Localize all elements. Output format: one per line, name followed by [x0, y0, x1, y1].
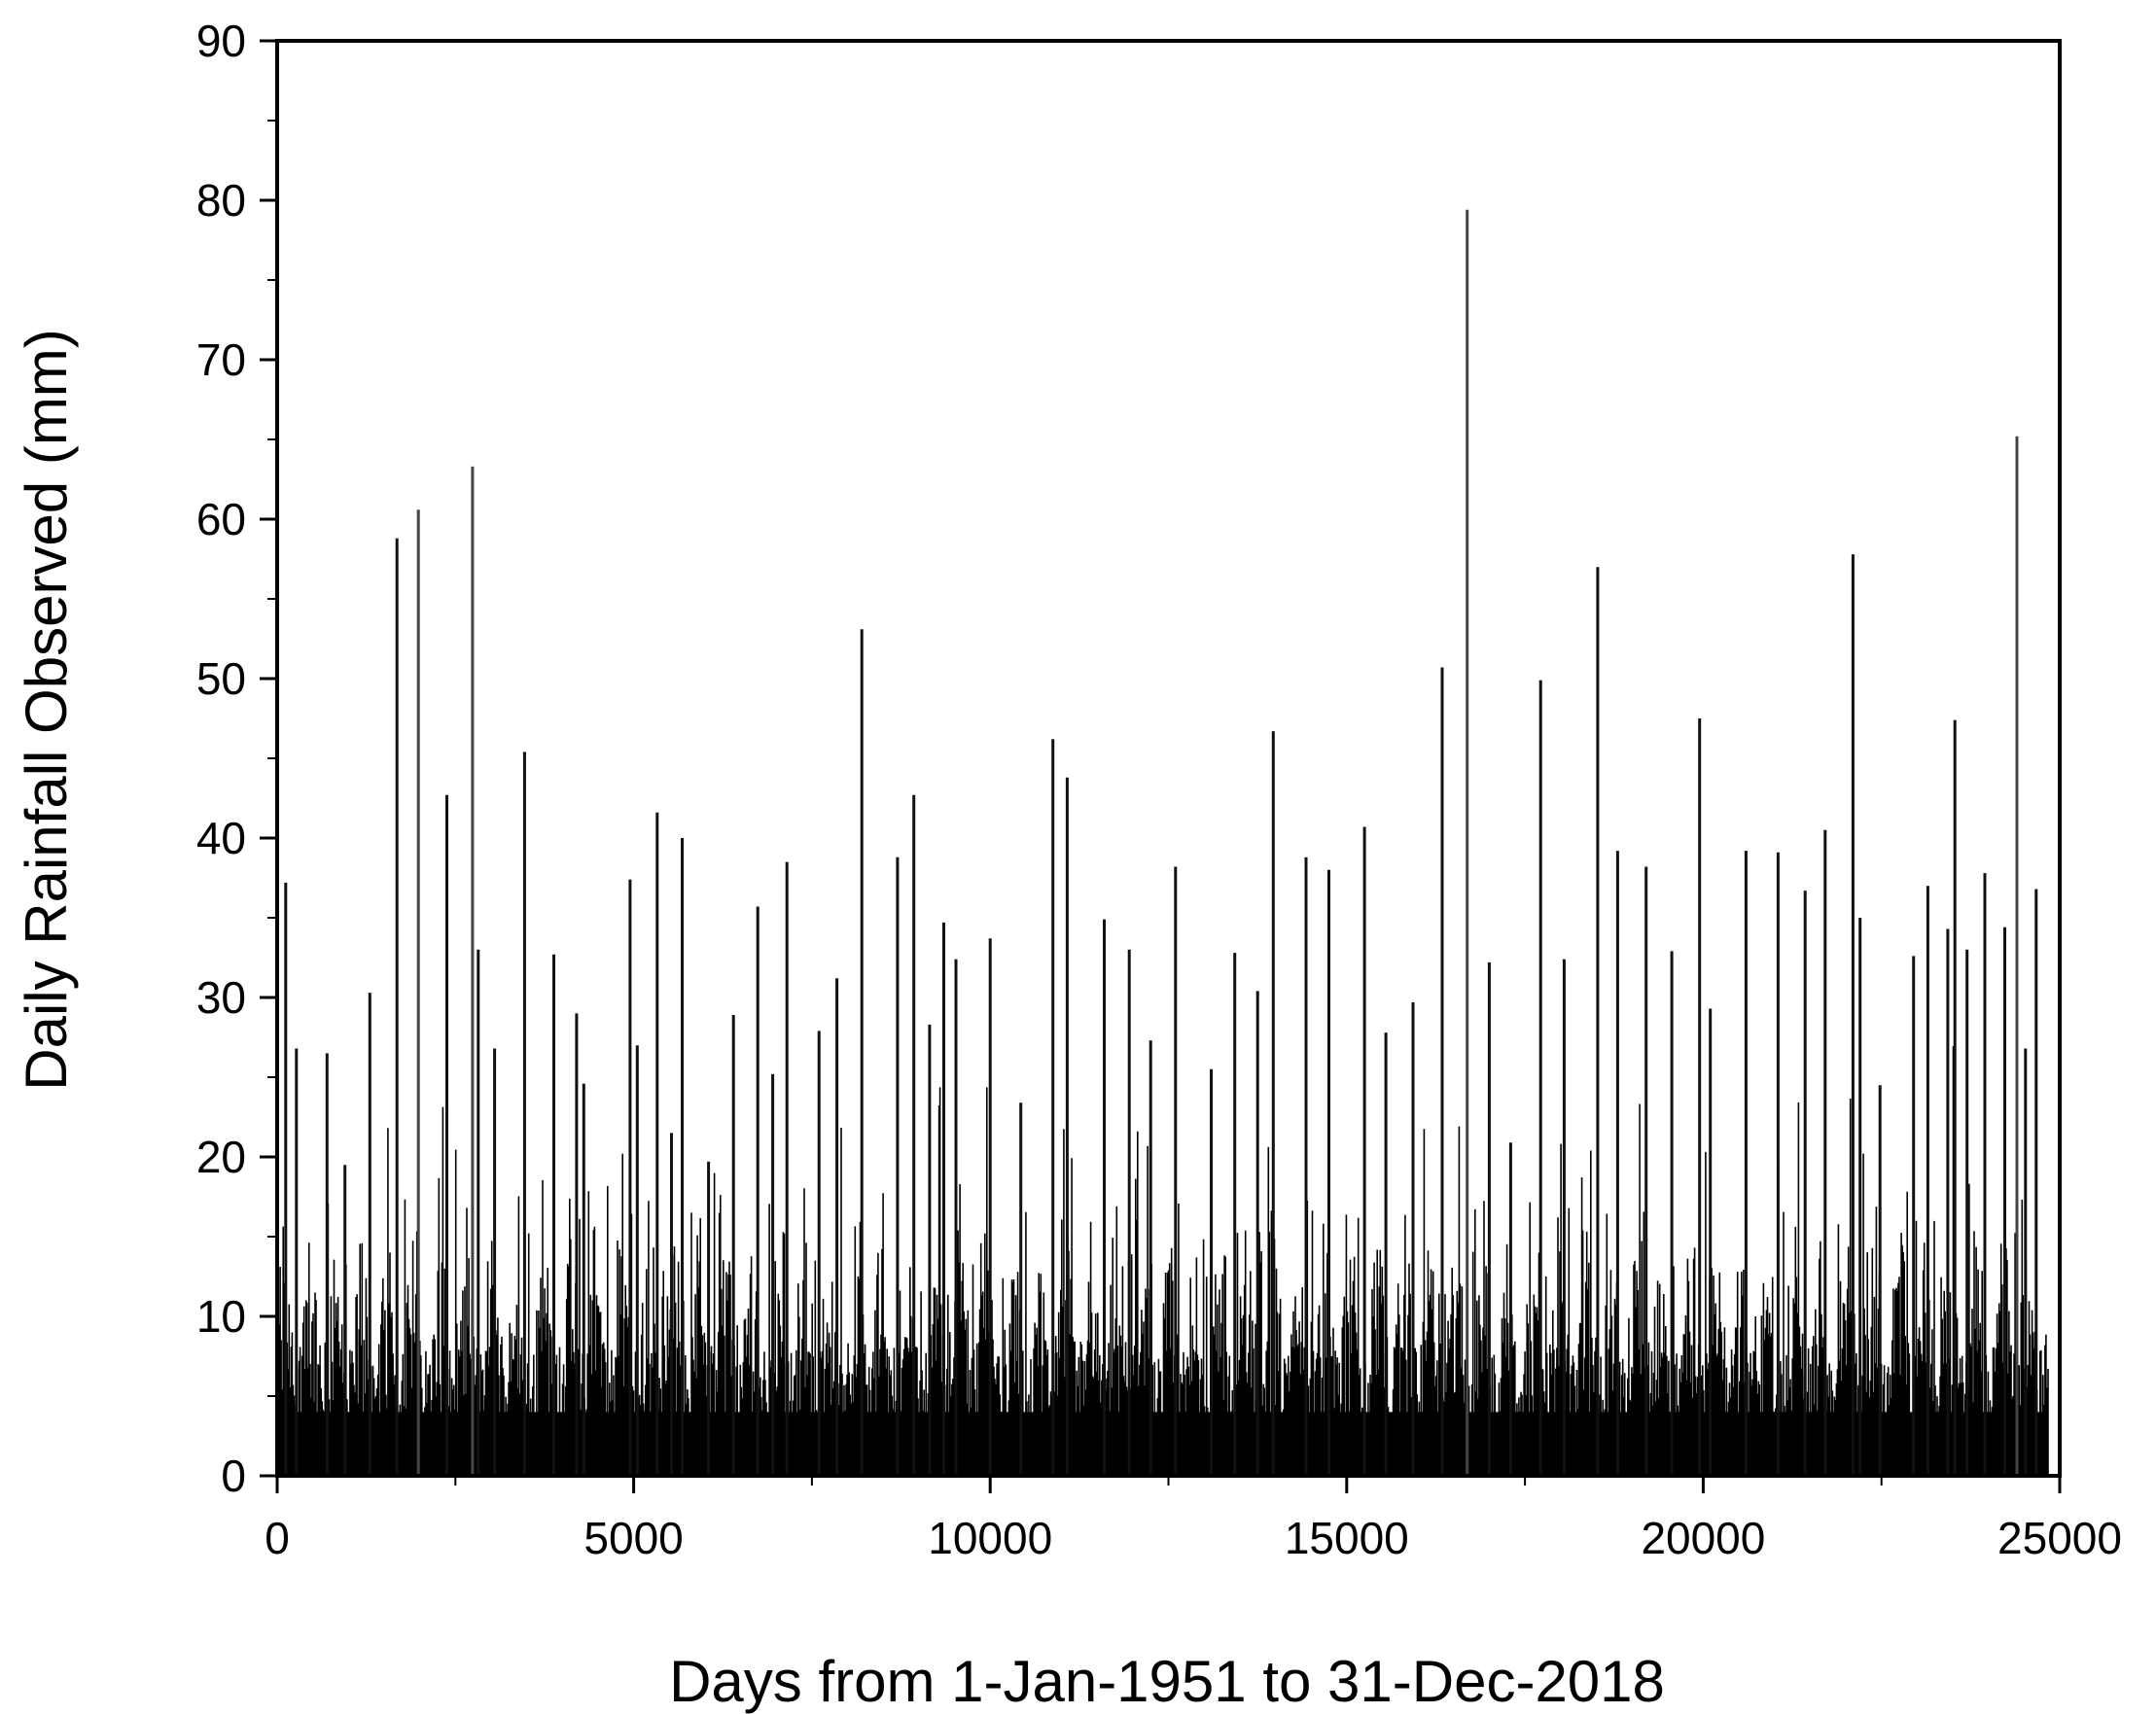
y-tick-label: 90 [196, 16, 246, 66]
y-tick-label: 70 [196, 334, 246, 385]
y-tick-label: 60 [196, 494, 246, 544]
x-tick-label: 15000 [1285, 1513, 1409, 1563]
x-tick-label: 5000 [583, 1513, 683, 1563]
x-tick-label: 20000 [1641, 1513, 1765, 1563]
x-tick-label: 10000 [928, 1513, 1052, 1563]
y-tick-label: 40 [196, 813, 246, 863]
y-tick-label: 20 [196, 1132, 246, 1182]
y-axis-title: Daily Rainfall Observed (mm) [14, 329, 79, 1091]
rainfall-base-band [277, 1412, 2049, 1476]
axes-layer: 0 10 20 30 40 50 60 70 80 90 0 5000 10000 15000 20000 2… [196, 16, 2122, 1563]
y-tick-label: 50 [196, 653, 246, 704]
bars-layer [276, 209, 2049, 1476]
x-tick-label: 0 [265, 1513, 290, 1563]
x-axis-title: Days from 1-Jan-1951 to 31-Dec-2018 [669, 1649, 1665, 1714]
y-tick-label: 0 [221, 1451, 246, 1501]
x-tick-label: 25000 [1997, 1513, 2122, 1563]
y-tick-label: 30 [196, 972, 246, 1023]
y-tick-label: 10 [196, 1291, 246, 1342]
y-tick-label: 80 [196, 175, 246, 226]
plot-frame [275, 39, 2062, 1478]
